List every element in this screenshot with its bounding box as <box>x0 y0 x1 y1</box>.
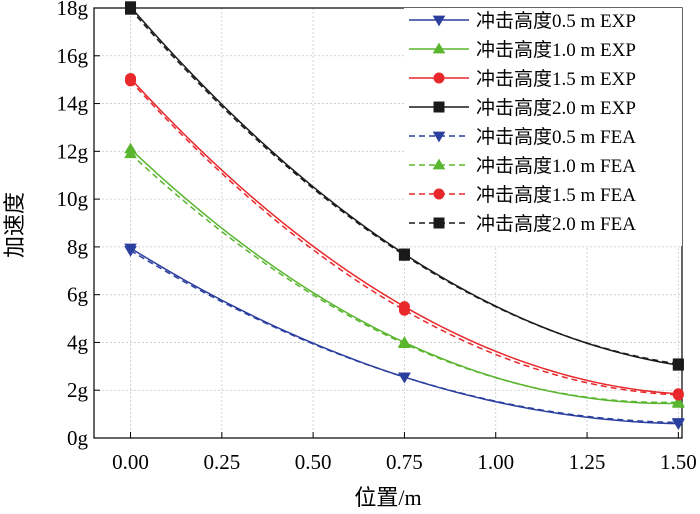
legend-label: 冲击高度1.0 m FEA <box>476 155 636 177</box>
legend-item: 冲击高度2.0 m FEA <box>409 213 636 235</box>
y-tick-label: 4g <box>67 330 89 354</box>
y-tick-label: 12g <box>57 139 89 163</box>
legend-label: 冲击高度1.0 m EXP <box>476 39 636 61</box>
y-tick-label: 2g <box>67 378 89 402</box>
triangle-up-marker <box>398 337 411 349</box>
series-line <box>129 80 679 396</box>
series-line <box>129 8 679 365</box>
legend-label: 冲击高度2.0 m FEA <box>476 213 636 235</box>
x-tick-label: 1.00 <box>477 450 514 474</box>
y-tick-label: 8g <box>67 235 89 259</box>
series <box>125 3 684 370</box>
grid-layer <box>94 8 682 438</box>
x-axis-title: 位置/m <box>354 485 421 510</box>
triangle-up-marker <box>432 42 446 54</box>
legend-label: 冲击高度2.0 m EXP <box>476 97 636 119</box>
legend: 冲击高度0.5 m EXP 冲击高度1.0 m EXP 冲击高度1.5 m EXP 冲… <box>404 8 682 246</box>
legend-label: 冲击高度0.5 m FEA <box>476 126 636 148</box>
legend-label: 冲击高度0.5 m EXP <box>476 10 636 32</box>
legend-item: 冲击高度1.5 m FEA <box>409 184 636 206</box>
y-tick-label: 10g <box>57 187 89 211</box>
circle-marker <box>433 72 445 84</box>
triangle-down-marker <box>432 131 446 143</box>
x-tick-label: 1.50 <box>660 450 697 474</box>
triangle-down-marker <box>672 418 685 429</box>
series <box>124 147 685 407</box>
triangle-down-marker <box>398 372 411 384</box>
legend-label: 冲击高度1.5 m EXP <box>476 68 636 90</box>
triangle-up-marker <box>432 158 446 170</box>
x-tick-label: 1.25 <box>569 450 606 474</box>
circle-marker <box>398 304 410 316</box>
circle-marker <box>433 188 445 200</box>
square-marker <box>398 249 410 261</box>
y-tick-label: 18g <box>57 0 89 20</box>
legend-item: 冲击高度0.5 m FEA <box>409 126 636 148</box>
legend-label: 冲击高度1.5 m FEA <box>476 184 636 206</box>
x-tick-label: 0.00 <box>112 450 149 474</box>
y-tick-label: 0g <box>67 426 89 450</box>
triangle-down-marker <box>124 246 137 257</box>
legend-box <box>404 8 682 246</box>
legend-item: 冲击高度2.0 m EXP <box>409 97 636 119</box>
triangle-up-marker <box>672 395 685 407</box>
circle-marker <box>672 389 684 401</box>
legend-item: 冲击高度1.0 m FEA <box>409 155 636 177</box>
square-marker <box>433 217 445 229</box>
triangle-down-marker <box>432 15 446 27</box>
legend-item: 冲击高度1.0 m EXP <box>409 39 636 61</box>
square-marker <box>125 3 137 15</box>
tick-layer: 0.00 0.25 0.50 0.75 1.00 1.25 1.50 0g 2g 4g 6g 8g 10… <box>57 0 697 474</box>
y-tick-label: 6g <box>67 283 89 307</box>
series <box>124 246 685 429</box>
legend-item: 冲击高度0.5 m EXP <box>409 10 636 32</box>
series-layer <box>124 1 685 430</box>
triangle-up-marker <box>124 147 137 159</box>
y-tick-label: 14g <box>57 92 89 116</box>
legend-item: 冲击高度1.5 m EXP <box>409 68 636 90</box>
square-marker <box>433 101 445 113</box>
x-tick-label: 0.25 <box>203 450 240 474</box>
circle-marker <box>125 75 137 87</box>
x-tick-label: 0.75 <box>386 450 423 474</box>
y-axis-title: 加速度 <box>2 192 27 258</box>
x-tick-label: 0.50 <box>295 450 332 474</box>
y-tick-label: 16g <box>57 44 89 68</box>
square-marker <box>672 358 684 370</box>
series <box>125 75 684 401</box>
